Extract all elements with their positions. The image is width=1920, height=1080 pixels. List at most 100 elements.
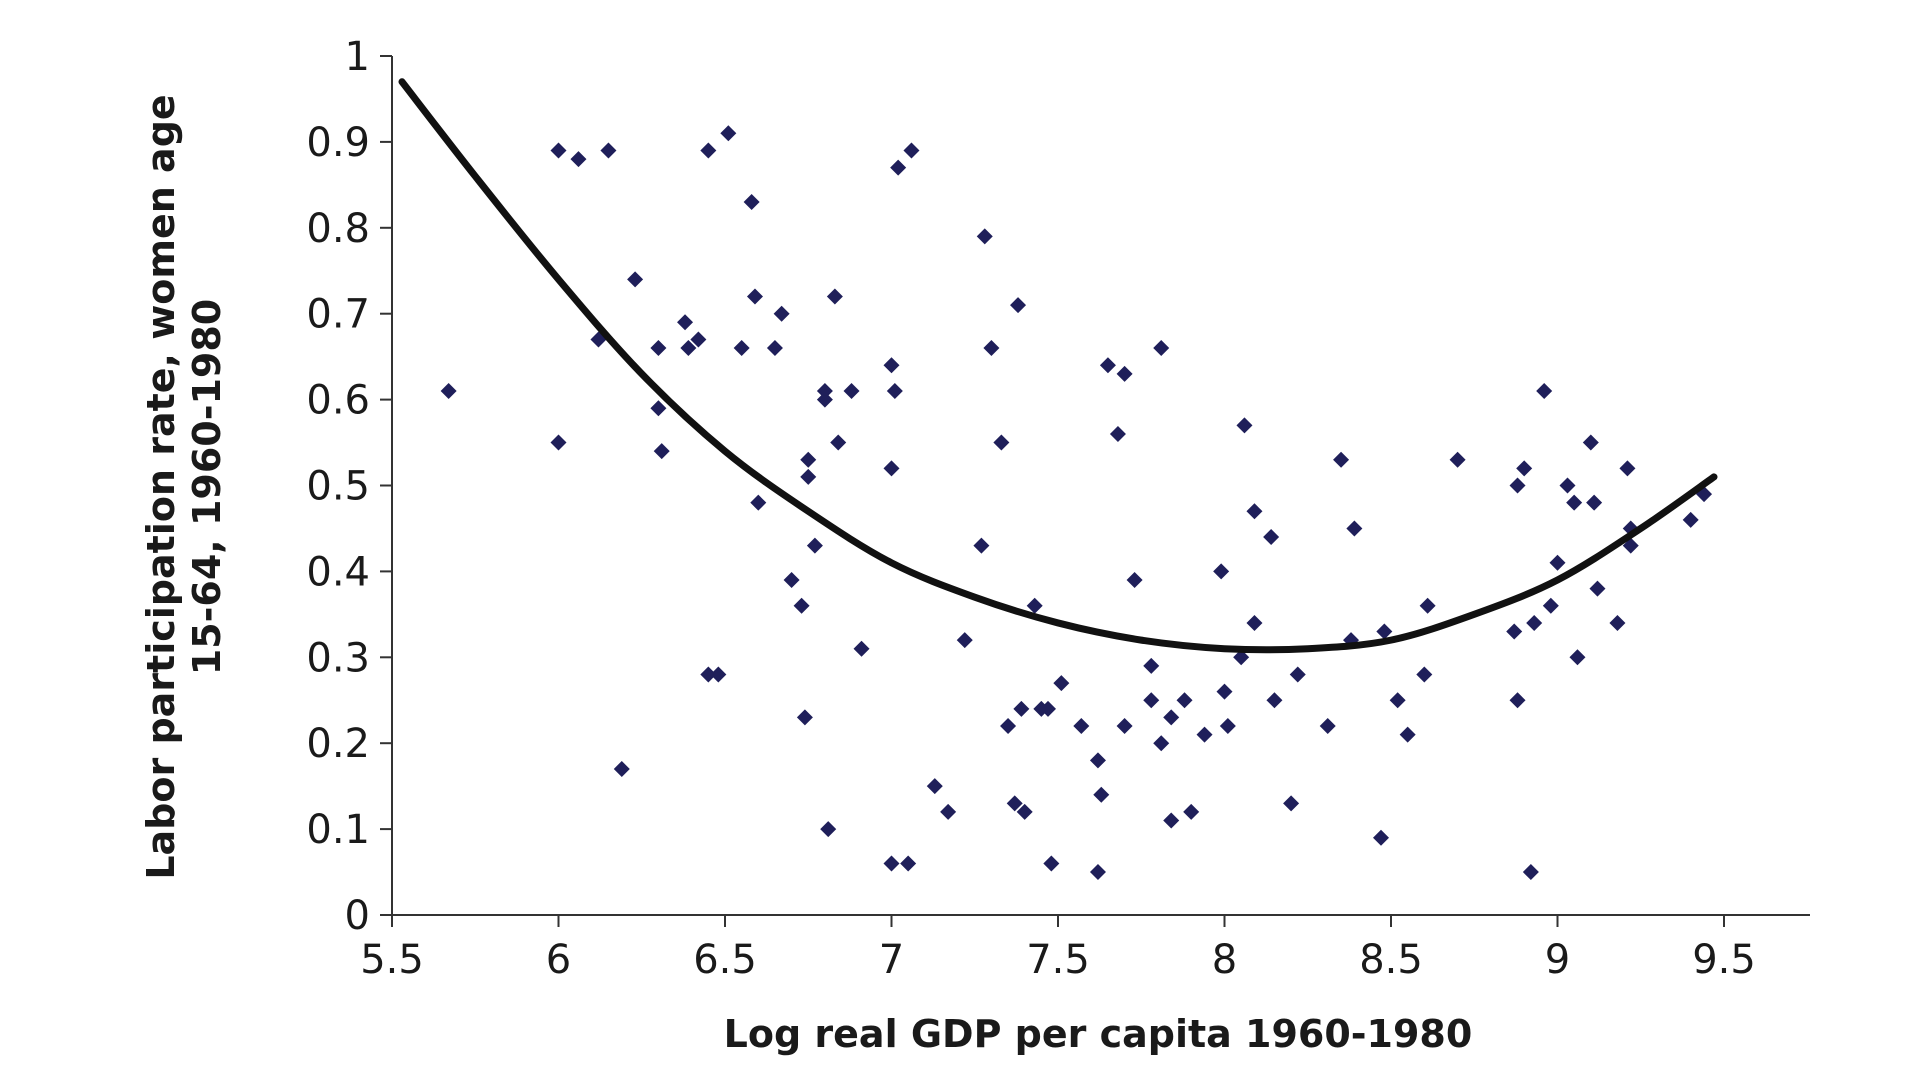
data-point	[1040, 700, 1057, 717]
y-tick-label: 0.7	[306, 292, 370, 338]
data-point	[440, 383, 457, 400]
data-point	[1089, 864, 1106, 881]
data-point	[570, 151, 587, 168]
data-point	[1183, 803, 1200, 820]
data-point	[1266, 692, 1283, 709]
data-point	[1000, 718, 1017, 735]
data-point	[1346, 520, 1363, 537]
data-point	[733, 340, 750, 357]
x-tick-label: 6	[546, 937, 571, 983]
data-point	[900, 855, 917, 872]
y-axis-title-line: 15-64, 1960-1980	[185, 299, 229, 676]
data-point	[1549, 554, 1566, 571]
data-point	[1043, 855, 1060, 872]
data-point	[816, 391, 833, 408]
data-point	[627, 271, 644, 288]
data-point	[883, 855, 900, 872]
data-point	[983, 340, 1000, 357]
data-point	[690, 331, 707, 348]
data-point	[653, 443, 670, 460]
data-point	[1263, 529, 1280, 546]
x-tick-label: 7	[879, 937, 904, 983]
tick-labels: 0 0.1 0.2 0.3 0.4 0.5 0.6 0.7 0.8 0.9 1 5.5 6 6.5 7 7.5…	[306, 34, 1755, 983]
data-point	[1589, 580, 1606, 597]
data-point	[1516, 460, 1533, 477]
x-tick-label: 5.5	[360, 937, 424, 983]
x-axis-title: Log real GDP per capita 1960-1980	[724, 1012, 1473, 1056]
data-point	[600, 142, 617, 159]
data-point	[550, 142, 567, 159]
y-axis-title-line: Labor participation rate, women age	[139, 94, 183, 879]
data-point	[1449, 451, 1466, 468]
data-point	[886, 383, 903, 400]
data-point	[750, 494, 767, 511]
data-point	[1509, 692, 1526, 709]
data-point	[710, 666, 727, 683]
data-point	[903, 142, 920, 159]
data-markers	[440, 125, 1713, 881]
y-tick-label: 0.1	[306, 807, 370, 853]
data-point	[680, 340, 697, 357]
x-tick-label: 8	[1212, 937, 1237, 983]
data-point	[890, 159, 907, 176]
y-tick-label: 0.8	[306, 206, 370, 252]
y-tick-label: 0.2	[306, 721, 370, 767]
data-point	[1053, 675, 1070, 692]
data-point	[926, 778, 943, 795]
data-point	[613, 760, 630, 777]
data-point	[1542, 597, 1559, 614]
data-point	[1233, 649, 1250, 666]
data-point	[793, 597, 810, 614]
data-point	[973, 537, 990, 554]
data-point	[1566, 494, 1583, 511]
data-point	[1619, 460, 1636, 477]
data-point	[1419, 597, 1436, 614]
data-point	[677, 314, 694, 331]
data-point	[1073, 718, 1090, 735]
data-point	[800, 451, 817, 468]
data-point	[1582, 434, 1599, 451]
data-point	[1099, 357, 1116, 374]
data-point	[1682, 511, 1699, 528]
axes	[380, 55, 1810, 927]
data-point	[720, 125, 737, 142]
data-point	[1536, 383, 1553, 400]
data-point	[650, 340, 667, 357]
data-point	[1126, 571, 1143, 588]
data-point	[940, 803, 957, 820]
x-tick-label: 7.5	[1026, 937, 1090, 983]
data-point	[766, 340, 783, 357]
y-tick-label: 0.6	[306, 378, 370, 424]
data-point	[1176, 692, 1193, 709]
data-point	[883, 460, 900, 477]
data-point	[1319, 718, 1336, 735]
data-point	[1163, 812, 1180, 829]
data-point	[1506, 623, 1523, 640]
y-tick-label: 0	[345, 893, 370, 939]
data-point	[1089, 752, 1106, 769]
y-tick-label: 0.4	[306, 549, 370, 595]
data-point	[1153, 340, 1170, 357]
data-point	[1026, 597, 1043, 614]
data-point	[1196, 726, 1213, 743]
data-point	[1116, 718, 1133, 735]
data-point	[550, 434, 567, 451]
data-point	[1559, 477, 1576, 494]
x-tick-label: 9.5	[1692, 937, 1756, 983]
data-point	[1143, 657, 1160, 674]
data-point	[1522, 864, 1539, 881]
y-tick-label: 1	[345, 34, 370, 80]
data-point	[1376, 623, 1393, 640]
data-point	[993, 434, 1010, 451]
y-tick-label: 0.3	[306, 635, 370, 681]
data-point	[820, 821, 837, 838]
data-point	[843, 383, 860, 400]
data-point	[1116, 365, 1133, 382]
data-point	[1016, 803, 1033, 820]
data-point	[1236, 417, 1253, 434]
data-point	[816, 383, 833, 400]
data-point	[773, 305, 790, 322]
x-tick-label: 9	[1545, 937, 1570, 983]
data-point	[1219, 718, 1236, 735]
